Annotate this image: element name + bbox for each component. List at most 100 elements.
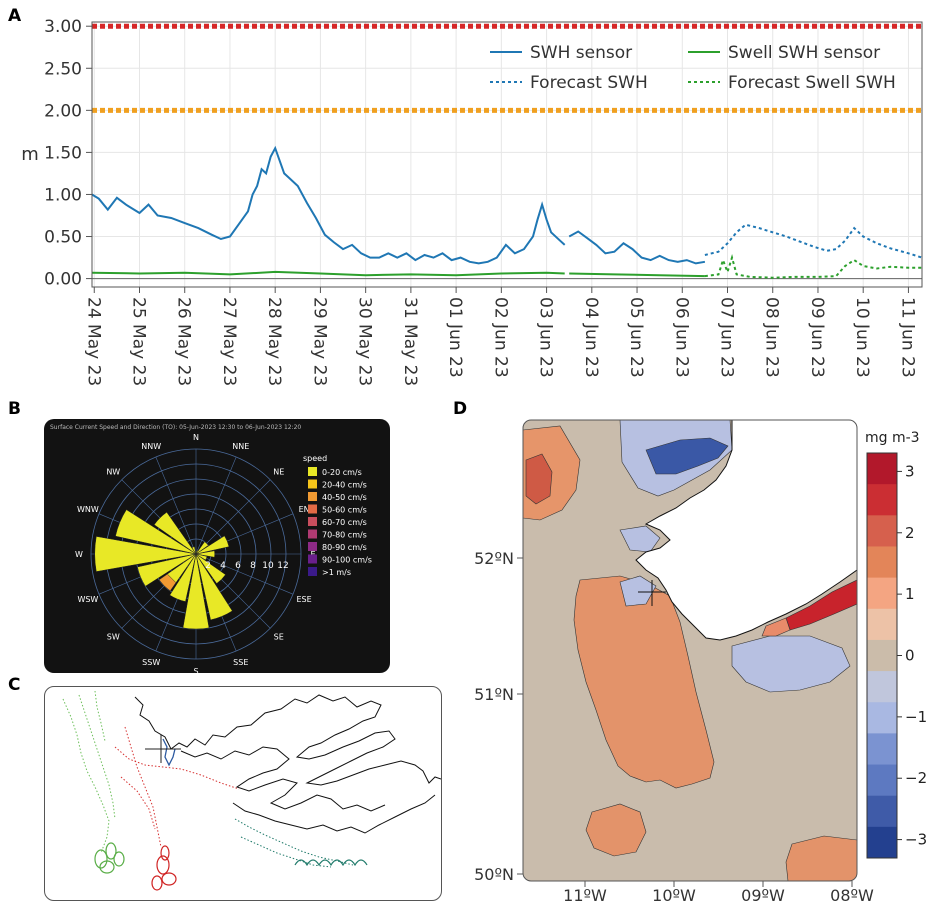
x-tick-label: 03 Jun 23 — [536, 297, 556, 378]
rose-bar-se — [195, 553, 226, 584]
rose-legend-title: speed — [303, 454, 327, 463]
rose-radial-ticks: 2 4 6 8 10 12 — [205, 561, 289, 571]
rose-spoke — [195, 553, 294, 595]
rose-bar-w — [94, 536, 197, 572]
rose-direction-label: SW — [107, 633, 120, 642]
y-tick-label: 1.00 — [44, 185, 82, 205]
y-tick-label: 2.50 — [44, 59, 82, 79]
rose-legend-swatch — [308, 467, 317, 476]
rose-bar-sse — [195, 553, 233, 621]
x-tick-label: 27 May 23 — [219, 297, 239, 386]
series-line — [91, 270, 565, 277]
rose-direction-label: SSE — [233, 658, 248, 667]
rose-legend-swatch — [308, 567, 317, 576]
rose-direction-label: WNW — [77, 505, 99, 514]
colorbar-segment — [867, 733, 897, 766]
current-rose-panel: Surface Current Speed and Direction (TO)… — [44, 419, 390, 673]
rose-direction-label: W — [75, 550, 83, 559]
teal-trajectory — [234, 818, 354, 868]
rose-legend-label: 20-40 cm/s — [322, 481, 367, 490]
panel-label-c: C — [8, 675, 21, 695]
rose-direction-label: NW — [106, 467, 120, 476]
rose-bar-wnw — [115, 509, 197, 555]
panel-label-d: D — [453, 399, 468, 419]
colorbar-tick-label: 2 — [905, 524, 915, 542]
rose-legend-label: 60-70 cm/s — [322, 518, 367, 527]
x-tick-label: 29 May 23 — [309, 297, 329, 386]
anomaly-map-panel: 52ºN 51ºN 50ºN 11ºW 10ºW 09ºW 08ºW mg m-3 3 2 1… — [470, 400, 930, 905]
x-tick-label: 07 Jun 23 — [717, 297, 737, 378]
negative-anomaly-east — [731, 635, 851, 693]
lat-tick-label: 51ºN — [474, 685, 514, 704]
series-line — [704, 223, 923, 259]
coastline — [134, 694, 441, 786]
rose-legend-swatch — [308, 504, 317, 514]
rose-spoke — [195, 479, 271, 555]
wave-height-chart: 3.00 2.50 2.00 1.50 1.00 0.50 0.00 24 May 23 25… — [21, 17, 923, 386]
red-loops — [151, 845, 177, 891]
negative-anomaly-bays — [619, 525, 661, 607]
positive-anomaly-west-core — [525, 453, 553, 505]
x-tick-label: 25 May 23 — [128, 297, 148, 386]
rose-spoke — [195, 456, 237, 555]
positive-anomaly-south — [585, 803, 647, 857]
series-line — [569, 272, 705, 278]
rose-radial-tick: 2 — [205, 561, 211, 571]
rose-bar-ssw — [169, 553, 197, 602]
colorbar-tick-label: −1 — [905, 708, 927, 726]
legend-label: SWH sensor — [530, 43, 632, 63]
x-tick-label: 04 Jun 23 — [581, 297, 601, 378]
y-axis-ticks: 3.00 2.50 2.00 1.50 1.00 0.50 0.00 — [44, 17, 92, 290]
y-axis-label: m — [21, 144, 39, 165]
y-tick-label: 0.00 — [44, 270, 82, 290]
rose-radial-tick: 8 — [250, 561, 256, 571]
panel-label-a: A — [8, 6, 22, 26]
land — [635, 420, 857, 641]
teal-loops — [294, 859, 368, 867]
rose-direction-label: NNW — [141, 442, 161, 451]
station-marker — [145, 735, 181, 763]
rose-legend-label: 50-60 cm/s — [322, 506, 367, 515]
rose-legend-label: >1 m/s — [322, 568, 351, 577]
rose-legend-label: 90-100 cm/s — [322, 556, 372, 565]
rose-bar-nw — [153, 511, 197, 555]
y-tick-label: 3.00 — [44, 17, 82, 37]
rose-direction-label: S — [193, 667, 198, 673]
colorbar-segment — [867, 577, 897, 610]
rose-direction-label: N — [193, 433, 199, 442]
rose-radial-tick: 6 — [235, 561, 241, 571]
anomaly-map: 52ºN 51ºN 50ºN 11ºW 10ºW 09ºW 08ºW mg m-3 3 2 1… — [474, 419, 927, 905]
legend-label: Swell SWH sensor — [728, 43, 880, 63]
chart-grid — [92, 22, 922, 287]
rose-legend-swatch — [308, 529, 317, 539]
x-tick-label: 28 May 23 — [264, 297, 284, 386]
rose-legend-swatch — [308, 479, 317, 489]
colorbar-segment — [867, 826, 897, 859]
colorbar-tick-label: 0 — [905, 647, 915, 665]
rose-legend-label: 80-90 cm/s — [322, 543, 367, 552]
colorbar-segment — [867, 484, 897, 516]
colorbar-title: mg m-3 — [865, 430, 920, 446]
x-axis-ticks: 24 May 23 25 May 23 26 May 23 27 May 23 28 M… — [83, 287, 917, 386]
rose-bar-wsw — [137, 553, 197, 587]
x-tick-label: 30 May 23 — [355, 297, 375, 386]
colorbar-tick-label: 3 — [905, 462, 915, 480]
panel-label-b: B — [8, 399, 21, 419]
green-trajectory — [62, 690, 116, 854]
rose-direction-label: SSW — [142, 658, 160, 667]
coastline-south — [232, 794, 436, 834]
x-tick-label: 05 Jun 23 — [626, 297, 646, 378]
rose-bar-s — [182, 553, 210, 630]
rose-radial-tick: 12 — [277, 561, 288, 571]
rose-direction-label: WSW — [77, 595, 98, 604]
rose-bar-nnw — [191, 546, 197, 555]
colorbar-tick-label: −3 — [905, 831, 927, 849]
y-tick-label: 0.50 — [44, 228, 82, 248]
positive-anomaly-southeast — [785, 835, 857, 881]
coastal-positive-anomaly — [785, 579, 857, 631]
legend-label: Forecast Swell SWH — [728, 73, 896, 93]
colorbar-segment — [867, 608, 897, 641]
rose-direction-label: NE — [273, 467, 284, 476]
rose-legend-swatch — [308, 517, 317, 526]
x-tick-label: 09 Jun 23 — [807, 297, 827, 378]
